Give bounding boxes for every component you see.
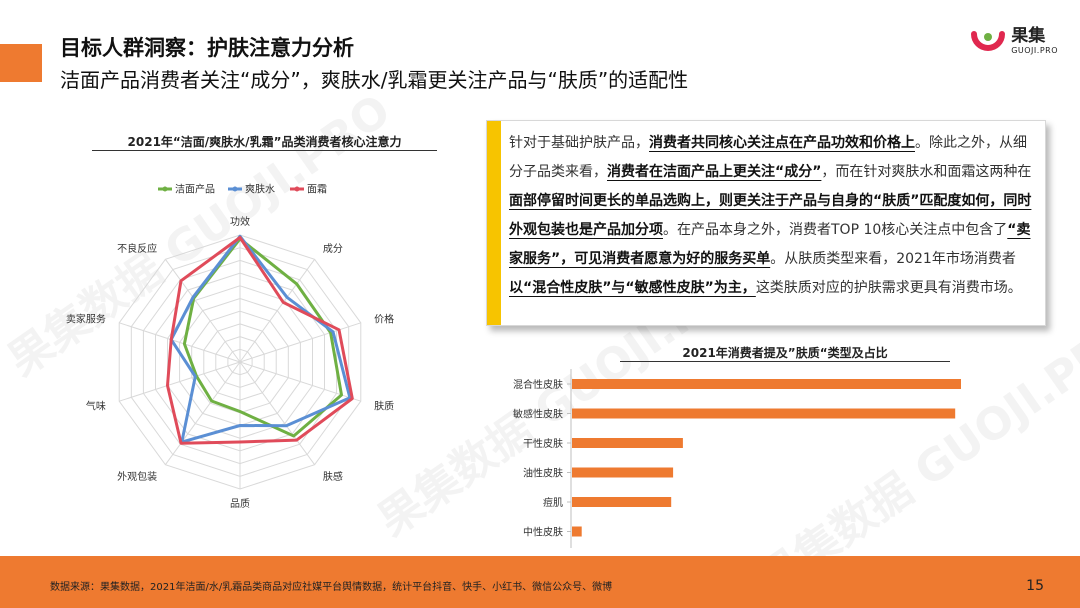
data-source: 数据来源：果集数据，2021年洁面/水/乳霜品类商品对应社媒平台舆情数据，统计平… bbox=[50, 582, 613, 593]
body-text: ，而在针对爽肤水和面霜这两种在 bbox=[821, 164, 1032, 180]
footer: 数据来源：果集数据，2021年洁面/水/乳霜品类商品对应社媒平台舆情数据，统计平… bbox=[0, 556, 1080, 608]
legend-entry: 爽肤水 bbox=[245, 183, 275, 196]
bar bbox=[572, 526, 582, 537]
radar-spoke bbox=[239, 259, 316, 363]
radar-series-1 bbox=[182, 237, 343, 438]
emphasis-text: 消费者在洁面产品上更关注“成分” bbox=[607, 164, 822, 180]
bar bbox=[572, 379, 961, 389]
radar-axis-label: 气味 bbox=[86, 400, 106, 413]
textbox-highlight-bar bbox=[487, 121, 501, 325]
radar-axis-label: 卖家服务 bbox=[66, 312, 106, 325]
emphasis-text: 以“混合性皮肤”与“敏感性皮肤”为主， bbox=[509, 280, 756, 296]
legend-marker bbox=[294, 186, 300, 192]
radar-spoke bbox=[119, 361, 241, 402]
radar-spoke bbox=[164, 361, 241, 465]
emphasis-text: 消费者共同核心关注点在产品功效和价格上 bbox=[649, 135, 915, 151]
bar-title-underline bbox=[620, 361, 950, 362]
legend-marker bbox=[162, 186, 168, 192]
body-text: 。从肤质类型来看，2021年市场消费者 bbox=[770, 251, 1016, 267]
radar-chart-title: 2021年“洁面/爽肤水/乳霜”品类消费者核心注意力 bbox=[127, 135, 402, 149]
bar bbox=[572, 408, 956, 419]
accent-bar bbox=[0, 44, 42, 82]
body-text: 。除此之外，从细分子品类来看， bbox=[509, 135, 1027, 180]
legend-marker bbox=[232, 186, 238, 192]
radar-series-3 bbox=[166, 236, 354, 445]
legend-entry: 面霜 bbox=[307, 184, 327, 196]
emphasis-text: “卖家服务”，可见消费者愿意为好的服务买单 bbox=[509, 222, 1031, 267]
bar bbox=[572, 467, 674, 478]
radar-axis-label: 功效 bbox=[230, 215, 250, 228]
radar-spoke bbox=[164, 259, 241, 363]
radar-axis-label: 品质 bbox=[230, 498, 250, 510]
radar-spoke bbox=[239, 322, 361, 363]
bar-category-label: 油性皮肤 bbox=[523, 467, 563, 480]
body-text: 。在产品本身之外，消费者TOP 10核心关注点中包含了 bbox=[663, 222, 1008, 238]
radar-axis-label: 价格 bbox=[374, 312, 394, 325]
radar-title-underline bbox=[92, 150, 437, 151]
radar-axis-label: 外观包装 bbox=[117, 470, 157, 483]
insight-textbox: 针对于基础护肤产品，消费者共同核心关注点在产品功效和价格上。除此之外，从细分子品… bbox=[486, 120, 1046, 326]
emphasis-text: 面部停留时间更长的单品选购上，则更关注于产品与自身的“肤质”匹配度如何，同时外观… bbox=[509, 193, 1032, 238]
body-text: 针对于基础护肤产品， bbox=[509, 135, 649, 151]
bar-category-label: 中性皮肤 bbox=[523, 526, 563, 539]
bar-category-label: 干性皮肤 bbox=[523, 437, 563, 450]
legend-entry: 洁面产品 bbox=[175, 183, 215, 196]
radar-axis-label: 不良反应 bbox=[117, 242, 157, 255]
bar bbox=[572, 497, 672, 507]
logo-name: 果集 bbox=[1011, 25, 1046, 46]
page-title: 目标人群洞察：护肤注意力分析 bbox=[60, 36, 354, 60]
page-subtitle: 洁面产品消费者关注“成分”，爽肤水/乳霜更关注产品与“肤质”的适配性 bbox=[60, 68, 689, 92]
radar-spoke bbox=[239, 361, 316, 465]
logo-sub: GUOJI.PRO bbox=[1011, 45, 1058, 55]
insight-text: 针对于基础护肤产品，消费者共同核心关注点在产品功效和价格上。除此之外，从细分子品… bbox=[509, 129, 1033, 303]
bar-category-label: 痘肌 bbox=[543, 496, 563, 509]
radar-axis-label: 成分 bbox=[323, 243, 343, 255]
body-text: 这类肤质对应的护肤需求更具有消费市场。 bbox=[755, 280, 1022, 296]
brand-logo: 果集 GUOJI.PRO bbox=[971, 26, 1058, 56]
page-number: 15 bbox=[1026, 578, 1044, 594]
bar-category-label: 敏感性皮肤 bbox=[513, 408, 563, 421]
radar-spoke bbox=[119, 322, 241, 363]
logo-icon bbox=[971, 31, 1006, 51]
radar-axis-label: 肤感 bbox=[323, 470, 343, 483]
bar-category-label: 混合性皮肤 bbox=[513, 378, 563, 391]
bar bbox=[572, 438, 683, 448]
bar-chart-title: 2021年消费者提及”肤质“类型及占比 bbox=[682, 346, 888, 360]
radar-axis-label: 肤质 bbox=[374, 400, 394, 413]
